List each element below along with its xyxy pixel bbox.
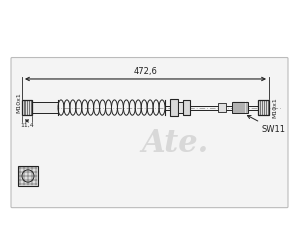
Bar xyxy=(22,100,32,115)
Bar xyxy=(258,100,269,115)
Bar xyxy=(32,102,58,113)
Text: 472,6: 472,6 xyxy=(134,67,158,76)
Bar xyxy=(170,99,178,116)
Text: M10x1: M10x1 xyxy=(272,97,277,118)
FancyBboxPatch shape xyxy=(11,58,288,208)
Bar xyxy=(18,166,38,186)
Bar xyxy=(178,102,183,113)
Bar xyxy=(218,104,226,112)
Text: 24.5118-0471.3    330528: 24.5118-0471.3 330528 xyxy=(55,7,245,19)
Bar xyxy=(183,100,190,115)
Bar xyxy=(232,102,248,113)
Text: Ate.: Ate. xyxy=(141,128,208,159)
Text: M10x1: M10x1 xyxy=(16,92,21,113)
Text: SW11: SW11 xyxy=(248,115,286,134)
Text: 11,4: 11,4 xyxy=(20,123,34,128)
